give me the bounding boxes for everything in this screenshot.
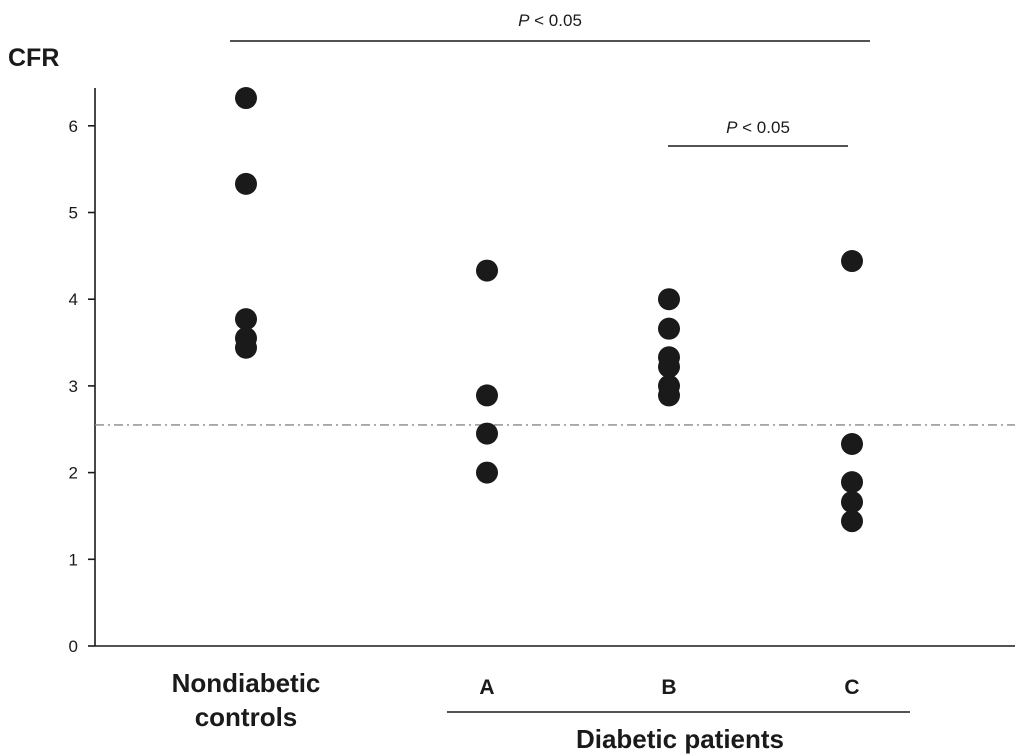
significance-annotations: P < 0.05P < 0.05 [230, 11, 870, 147]
diabetic-group-label: Diabetic patients [576, 724, 784, 754]
data-point-nondiabetic-controls [235, 87, 257, 110]
data-point-c [841, 432, 863, 455]
data-point-b [658, 317, 680, 340]
data-point-nondiabetic-controls [235, 336, 257, 359]
y-tick-label: 0 [69, 637, 78, 656]
y-tick-label: 2 [69, 464, 78, 483]
data-point-c [841, 491, 863, 514]
data-point-c [841, 471, 863, 494]
data-point-c [841, 510, 863, 533]
data-point-b [658, 288, 680, 311]
p-value-label: P < 0.05 [726, 118, 790, 137]
data-point-c [841, 250, 863, 273]
y-tick-label: 1 [69, 550, 78, 569]
y-tick-label: 3 [69, 377, 78, 396]
x-category-label-nondiabetic-controls: Nondiabetic [172, 668, 321, 698]
p-value-label: P < 0.05 [518, 11, 582, 30]
data-points [235, 87, 863, 533]
x-category-label-c: C [844, 676, 859, 699]
y-tick-label: 5 [69, 204, 78, 223]
p-threshold: < 0.05 [529, 11, 581, 30]
x-category-label-b: B [661, 676, 676, 699]
data-point-nondiabetic-controls [235, 308, 257, 331]
p-symbol: P [518, 11, 530, 30]
data-point-a [476, 259, 498, 282]
data-point-a [476, 422, 498, 445]
data-point-a [476, 461, 498, 484]
data-point-b [658, 384, 680, 407]
y-tick-label: 6 [69, 117, 78, 136]
data-point-nondiabetic-controls [235, 172, 257, 195]
x-axis-category-labels: Nondiabetic controls A B C [172, 668, 860, 732]
x-category-label-nondiabetic-controls: controls [195, 702, 298, 732]
data-point-a [476, 384, 498, 407]
y-axis-title: CFR [8, 44, 59, 72]
x-category-label-a: A [479, 676, 494, 699]
y-tick-label: 4 [69, 290, 78, 309]
p-threshold: < 0.05 [737, 118, 789, 137]
data-point-b [658, 355, 680, 378]
p-symbol: P [726, 118, 738, 137]
y-axis-ticks: 0 1 2 3 4 5 6 [69, 117, 95, 656]
